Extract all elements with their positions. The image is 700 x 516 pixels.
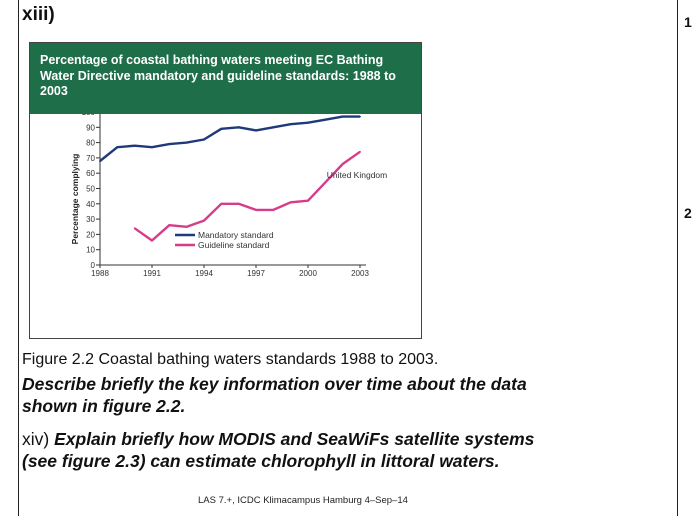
data-point [307, 199, 309, 202]
y-tick-label: 0 [91, 261, 96, 270]
data-point [324, 118, 327, 121]
next-question-line-1: xiv) Explain briefly how MODIS and SeaWi… [22, 429, 534, 450]
y-tick-label: 70 [86, 154, 95, 163]
x-tick-label: 1997 [247, 269, 265, 278]
x-tick-label: 1991 [143, 269, 161, 278]
figure-title: Percentage of coastal bathing waters mee… [40, 53, 396, 98]
data-point [272, 126, 275, 129]
x-tick-label: 1994 [195, 269, 213, 278]
legend-label: Guideline standard [198, 240, 270, 250]
data-point [151, 146, 153, 149]
y-tick-label: 100 [82, 114, 96, 117]
data-point [341, 163, 344, 165]
left-margin-line [18, 0, 19, 516]
data-point [116, 146, 119, 149]
page-footer: LAS 7.+, ICDC Klimacampus Hamburg 4–Sep–… [198, 495, 408, 506]
y-tick-label: 20 [86, 230, 95, 239]
mark-2: 2 [684, 205, 692, 221]
series-line-mandatory [99, 115, 360, 162]
x-tick-label: 1988 [91, 269, 109, 278]
figure-caption: Figure 2.2 Coastal bathing waters standa… [22, 351, 439, 368]
figure-title-banner: Percentage of coastal bathing waters mee… [30, 43, 421, 114]
data-point [168, 224, 171, 227]
data-point [220, 202, 223, 205]
x-tick-label: 2003 [351, 269, 369, 278]
x-tick-label: 2000 [299, 269, 317, 278]
legend-label: Mandatory standard [198, 230, 274, 240]
y-tick-label: 60 [86, 169, 95, 178]
y-tick-label: 50 [86, 185, 95, 194]
next-question-line-2: (see figure 2.3) can estimate chlorophyl… [22, 451, 500, 471]
question-label: xiii) [22, 4, 55, 25]
y-tick-label: 10 [86, 246, 95, 255]
right-margin-line [677, 0, 678, 516]
question-text-line-2: shown in figure 2.2. [22, 396, 186, 416]
data-point [220, 127, 223, 130]
data-point [289, 123, 292, 126]
data-point [185, 225, 188, 228]
data-point [359, 150, 361, 153]
next-question-label: xiv) [22, 429, 50, 449]
line-chart: 0 10 20 30 40 50 60 70 80 90 100 Percentage complyi… [70, 114, 387, 278]
data-point [99, 160, 101, 162]
data-point [289, 201, 292, 204]
data-point [272, 209, 275, 211]
data-point [168, 143, 171, 146]
question-text-line-1: Describe briefly the key information ove… [22, 374, 527, 394]
data-point [133, 227, 136, 230]
series-line-guideline [134, 150, 361, 242]
y-axis-title: Percentage complying [70, 154, 80, 245]
data-point [237, 126, 240, 129]
chart-annotation: United Kingdom [327, 170, 387, 180]
next-question-text-1: Explain briefly how MODIS and SeaWiFs sa… [54, 429, 535, 449]
data-point [203, 138, 205, 141]
y-tick-label: 80 [86, 139, 95, 148]
figure-2-2: Percentage of coastal bathing waters mee… [29, 42, 422, 339]
data-point [203, 219, 205, 222]
y-tick-label: 30 [86, 215, 95, 224]
data-point [324, 181, 327, 184]
y-tick-label: 40 [86, 200, 95, 209]
data-point [185, 141, 188, 144]
data-point [341, 115, 344, 118]
data-point [307, 121, 309, 124]
data-point [255, 209, 257, 211]
data-point [133, 144, 136, 147]
mark-1: 1 [684, 14, 692, 30]
data-point [237, 202, 240, 205]
data-point [359, 115, 361, 118]
data-point [151, 239, 153, 242]
y-tick-label: 90 [86, 123, 95, 132]
data-point [255, 129, 257, 132]
